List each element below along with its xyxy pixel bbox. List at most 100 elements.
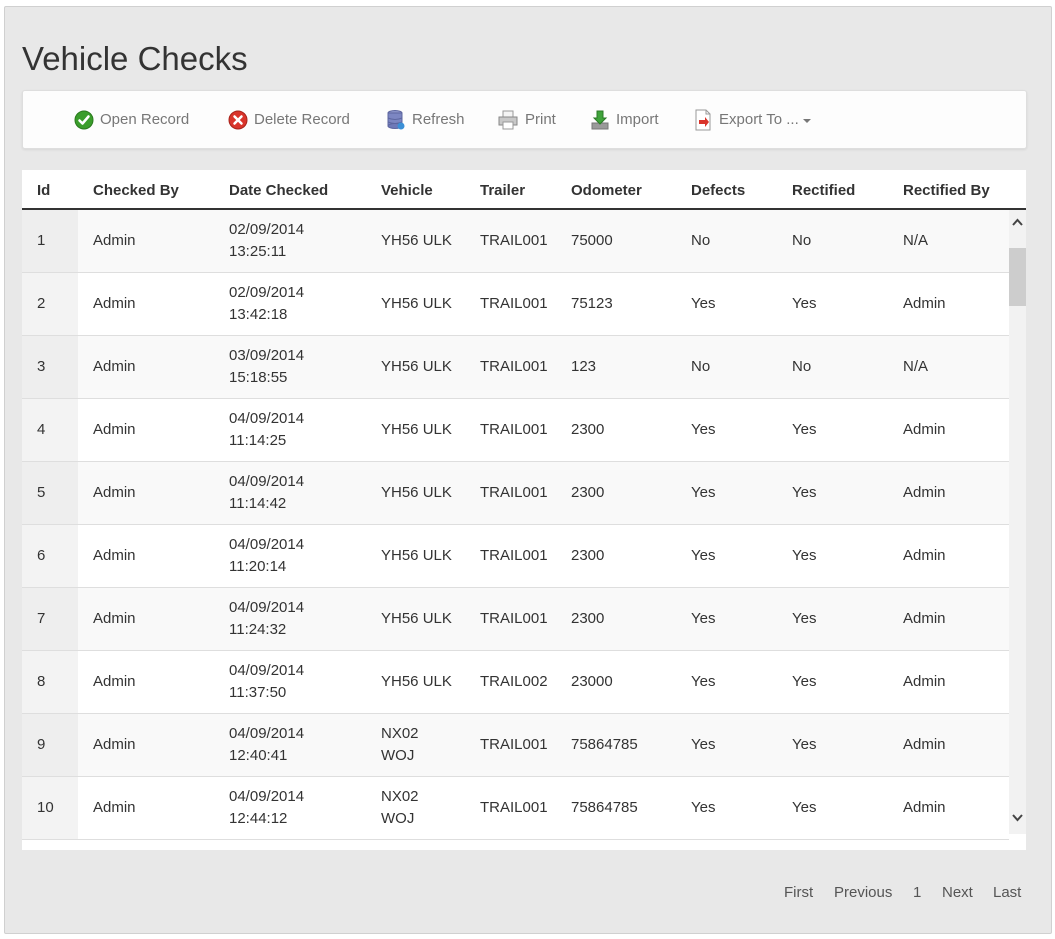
time-text: 11:20:14 (229, 558, 287, 575)
cell-checked-by-text: Admin (93, 421, 136, 438)
cell-trailer-text: TRAIL001 (480, 484, 548, 501)
cell-trailer: TRAIL001 (480, 525, 548, 587)
cell-rectified-by: Admin (903, 399, 946, 461)
table-row[interactable]: 1 Admin 02/09/2014 13:25:11 YH56 ULK TRAIL001… (22, 210, 1009, 273)
column-header-date-checked[interactable]: Date Checked (229, 182, 329, 199)
table-row[interactable]: 3 Admin 03/09/2014 15:18:55 YH56 ULK TRAIL001… (22, 336, 1009, 399)
cell-id-text: 10 (37, 799, 54, 816)
cell-rectified-by: Admin (903, 714, 946, 776)
cell-defects-text: Yes (691, 610, 716, 627)
cell-id: 1 (37, 210, 45, 272)
cell-rectified-by: Admin (903, 525, 946, 587)
date-text: 04/09/2014 (229, 788, 305, 805)
cell-checked-by-text: Admin (93, 799, 136, 816)
column-header-trailer[interactable]: Trailer (480, 182, 526, 199)
vertical-scrollbar[interactable] (1009, 210, 1026, 834)
vehicle-checks-grid: Id Checked By Date Checked Vehicle Trail… (22, 170, 1026, 850)
column-header-id[interactable]: Id (37, 182, 51, 199)
cell-trailer-text: TRAIL001 (480, 421, 548, 438)
cell-checked-by: Admin (93, 714, 136, 776)
import-button[interactable]: Import (590, 91, 659, 148)
cell-odometer-text: 2300 (571, 421, 605, 438)
cell-vehicle: NX02 WOJ (381, 714, 419, 776)
open-record-button[interactable]: Open Record (74, 91, 189, 148)
pager-previous[interactable]: Previous (834, 884, 893, 901)
table-row[interactable]: 5 Admin 04/09/2014 11:14:42 YH56 ULK TRAIL001… (22, 462, 1009, 525)
vehicle-line-2: WOJ (381, 747, 415, 764)
row-id-background (22, 273, 78, 335)
cell-defects-text: Yes (691, 673, 716, 690)
cell-rectified: No (792, 210, 811, 272)
table-row[interactable]: 8 Admin 04/09/2014 11:37:50 YH56 ULK TRAIL002… (22, 651, 1009, 714)
cell-trailer-text: TRAIL001 (480, 232, 548, 249)
print-button[interactable]: Print (497, 91, 556, 148)
cell-rectified-text: No (792, 358, 812, 375)
refresh-button[interactable]: Refresh (386, 91, 465, 148)
column-header-rectified-by[interactable]: Rectified By (903, 182, 990, 199)
column-header-vehicle[interactable]: Vehicle (381, 182, 433, 199)
pager-last[interactable]: Last (993, 884, 1022, 901)
table-row[interactable]: 9 Admin 04/09/2014 12:40:41 NX02 WOJ TRAIL001 7… (22, 714, 1009, 777)
cell-rectified: Yes (792, 462, 816, 524)
cell-id: 9 (37, 714, 45, 776)
import-label: Import (616, 111, 659, 128)
cell-vehicle: YH56 ULK (381, 651, 452, 713)
pager-page-1[interactable]: 1 (913, 884, 922, 901)
cell-id-text: 1 (37, 232, 46, 249)
column-header-defects[interactable]: Defects (691, 182, 746, 199)
cell-rectified-by-text: Admin (903, 799, 946, 816)
table-row[interactable]: 10 Admin 04/09/2014 12:44:12 NX02 WOJ TRAIL001… (22, 777, 1009, 840)
table-row[interactable]: 4 Admin 04/09/2014 11:14:25 YH56 ULK TRAIL001… (22, 399, 1009, 462)
date-text: 02/09/2014 (229, 284, 305, 301)
red-x-icon (228, 110, 248, 129)
pager-next[interactable]: Next (942, 884, 973, 901)
export-to-dropdown[interactable]: Export To ... (693, 91, 811, 148)
row-id-background (22, 588, 78, 650)
cell-date-checked: 04/09/2014 12:40:41 (229, 714, 304, 776)
pager-first[interactable]: First (784, 884, 814, 901)
cell-trailer: TRAIL001 (480, 714, 548, 776)
date-time-stack: 04/09/2014 11:20:14 (229, 534, 304, 578)
cell-date-checked: 02/09/2014 13:42:18 (229, 273, 304, 335)
cell-odometer: 2300 (571, 462, 604, 524)
cell-vehicle: YH56 ULK (381, 525, 452, 587)
cell-checked-by: Admin (93, 210, 136, 272)
vehicle-stack: YH56 ULK (381, 671, 452, 693)
cell-rectified-by: Admin (903, 651, 946, 713)
date-time-stack: 04/09/2014 12:44:12 (229, 786, 304, 830)
cell-rectified: Yes (792, 399, 816, 461)
cell-checked-by-text: Admin (93, 736, 136, 753)
cell-date-checked: 04/09/2014 11:14:25 (229, 399, 304, 461)
column-header-checked-by[interactable]: Checked By (93, 182, 179, 199)
table-row[interactable]: 7 Admin 04/09/2014 11:24:32 YH56 ULK TRAIL001… (22, 588, 1009, 651)
cell-rectified-text: Yes (792, 484, 817, 501)
delete-record-button[interactable]: Delete Record (228, 91, 350, 148)
cell-odometer-text: 75123 (571, 295, 613, 312)
cell-rectified-by: Admin (903, 777, 946, 839)
vehicle-stack: NX02 WOJ (381, 723, 419, 767)
vehicle-line-1: YH56 ULK (381, 673, 452, 690)
chevron-up-icon[interactable] (1012, 218, 1023, 226)
table-row[interactable]: 6 Admin 04/09/2014 11:20:14 YH56 ULK TRAIL001… (22, 525, 1009, 588)
cell-odometer: 75000 (571, 210, 613, 272)
cell-date-checked: 02/09/2014 13:25:11 (229, 210, 304, 272)
column-header-rectified[interactable]: Rectified (792, 182, 856, 199)
vertical-scrollbar-thumb[interactable] (1009, 248, 1026, 306)
cell-date-checked: 04/09/2014 12:44:12 (229, 777, 304, 839)
table-body: 1 Admin 02/09/2014 13:25:11 YH56 ULK TRAIL001… (22, 210, 1009, 840)
cell-rectified-by-text: Admin (903, 610, 946, 627)
cell-odometer-text: 75000 (571, 232, 613, 249)
vehicle-stack: YH56 ULK (381, 230, 452, 252)
cell-odometer: 2300 (571, 525, 604, 587)
cell-defects-text: Yes (691, 799, 716, 816)
chevron-down-icon[interactable] (1012, 814, 1023, 822)
cell-checked-by: Admin (93, 273, 136, 335)
time-text: 11:14:25 (229, 432, 287, 449)
cell-date-checked: 04/09/2014 11:24:32 (229, 588, 304, 650)
database-refresh-icon (387, 109, 405, 129)
table-row[interactable]: 2 Admin 02/09/2014 13:42:18 YH56 ULK TRAIL001… (22, 273, 1009, 336)
column-header-odometer[interactable]: Odometer (571, 182, 642, 199)
cell-checked-by-text: Admin (93, 295, 136, 312)
vehicle-stack: YH56 ULK (381, 419, 452, 441)
cell-odometer: 75864785 (571, 777, 638, 839)
